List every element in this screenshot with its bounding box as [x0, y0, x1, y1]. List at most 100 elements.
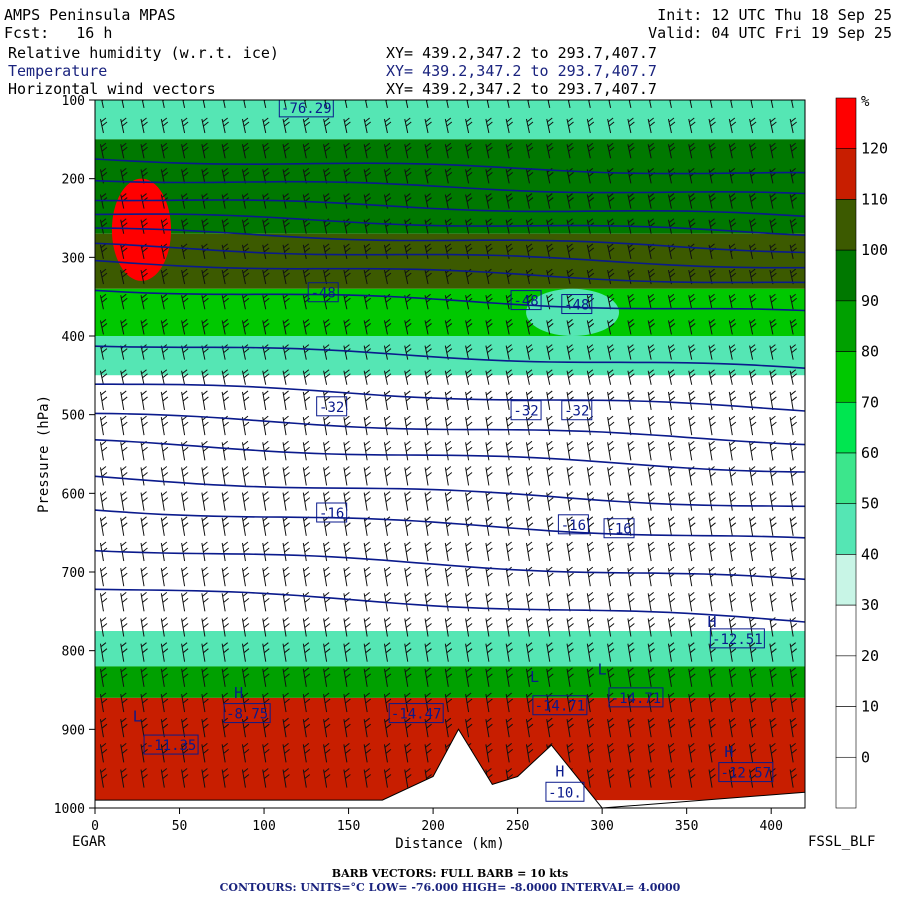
wind-barb	[708, 768, 716, 788]
wind-barb	[363, 466, 371, 486]
wind-barb	[323, 667, 331, 687]
wind-barb	[221, 268, 229, 285]
wind-barb	[728, 642, 737, 662]
wind-barb	[586, 692, 595, 713]
wind-barb	[262, 617, 270, 637]
wind-barb	[607, 768, 615, 788]
wind-barb	[363, 319, 371, 335]
wind-barb	[789, 642, 797, 662]
wind-barb	[749, 541, 757, 562]
wind-barb	[485, 344, 493, 360]
extremum-marker: L	[133, 707, 142, 725]
wind-barb	[120, 591, 128, 612]
wind-barb	[181, 369, 189, 385]
isotherm-label: -14.47	[391, 707, 442, 723]
wind-barb	[323, 268, 331, 285]
wind-barb	[627, 742, 635, 763]
wind-barb	[728, 516, 737, 536]
y-tick-label: 400	[62, 330, 85, 345]
wind-barb	[181, 692, 189, 713]
colorbar-swatch	[835, 300, 857, 352]
wind-barb	[607, 344, 615, 360]
wind-barb	[404, 742, 412, 763]
wind-barb	[404, 692, 412, 713]
wind-barb	[749, 491, 757, 511]
wind-barb	[282, 319, 290, 335]
wind-barb	[546, 193, 554, 209]
wind-barb	[586, 667, 595, 687]
y-tick-label: 100	[62, 94, 85, 109]
y-tick-label: 700	[62, 566, 85, 581]
wind-barb	[667, 369, 676, 385]
wind-barb	[465, 369, 473, 385]
wind-barb	[201, 692, 209, 713]
colorbar-tick-label: 120	[861, 140, 888, 158]
wind-barb	[566, 142, 574, 159]
wind-barb	[444, 319, 453, 335]
wind-barb	[525, 193, 534, 209]
wind-barb	[789, 768, 797, 788]
wind-barb	[586, 566, 595, 587]
wind-barb	[525, 142, 534, 159]
wind-barb	[769, 117, 777, 134]
wind-barb	[505, 717, 513, 738]
wind-barb	[323, 642, 331, 662]
wind-barb	[749, 768, 757, 788]
wind-barb	[546, 319, 554, 335]
wind-barb	[607, 319, 615, 335]
wind-barb	[647, 768, 655, 788]
wind-barb	[262, 466, 270, 486]
x-tick-label: 150	[337, 819, 360, 834]
wind-barb	[667, 742, 676, 763]
colorbar-unit: %	[861, 94, 870, 110]
colorbar-swatch	[835, 148, 857, 200]
wind-barb	[343, 440, 351, 461]
wind-barb	[667, 717, 676, 738]
colorbar-swatch	[835, 351, 857, 403]
wind-barb	[363, 142, 371, 159]
wind-barb	[282, 243, 290, 260]
wind-barb	[789, 193, 797, 209]
x-tick-label: 50	[172, 819, 188, 834]
wind-barb	[546, 642, 554, 662]
wind-barb	[586, 742, 595, 763]
wind-barb	[546, 692, 554, 713]
wind-barb	[160, 566, 169, 587]
wind-barb	[728, 617, 737, 637]
wind-barb	[302, 667, 311, 687]
wind-barb	[221, 591, 229, 612]
wind-barb	[282, 142, 290, 159]
wind-barb	[120, 319, 128, 335]
wind-barb	[181, 319, 189, 335]
wind-barb	[221, 768, 229, 788]
wind-barb	[201, 717, 209, 738]
wind-barb	[728, 692, 737, 713]
wind-barb	[708, 390, 716, 411]
wind-barb	[647, 541, 655, 562]
wind-barb	[383, 319, 392, 335]
isotherm-line	[95, 475, 805, 508]
x-tick-label: 400	[759, 819, 782, 834]
wind-barb	[465, 667, 473, 687]
wind-barb	[525, 591, 534, 612]
isotherm-label: -8.75	[226, 707, 268, 723]
wind-barb	[404, 319, 412, 335]
wind-barb	[667, 415, 676, 436]
contour-legend: CONTOURS: UNITS=°C LOW= -76.000 HIGH= -8…	[219, 881, 681, 894]
wind-barb	[667, 591, 676, 612]
isotherm-label: -16	[319, 506, 344, 522]
wind-barb	[181, 717, 189, 738]
wind-barb	[383, 117, 392, 134]
wind-barb	[607, 440, 615, 461]
wind-barb	[586, 642, 595, 662]
x-tick-label: 350	[675, 819, 698, 834]
wind-barb	[160, 742, 169, 763]
wind-barb	[160, 642, 169, 662]
wind-barb	[688, 319, 696, 335]
isotherm-label: -10.	[548, 785, 582, 801]
wind-barb	[627, 768, 635, 788]
wind-barb	[769, 466, 777, 486]
extremum-marker: H	[708, 613, 717, 631]
plot-area: -76.29 -48 -48 -48 -32 -32 -32 -16 -16 -16 -12.51 -…	[95, 100, 805, 808]
wind-barb	[749, 642, 757, 662]
